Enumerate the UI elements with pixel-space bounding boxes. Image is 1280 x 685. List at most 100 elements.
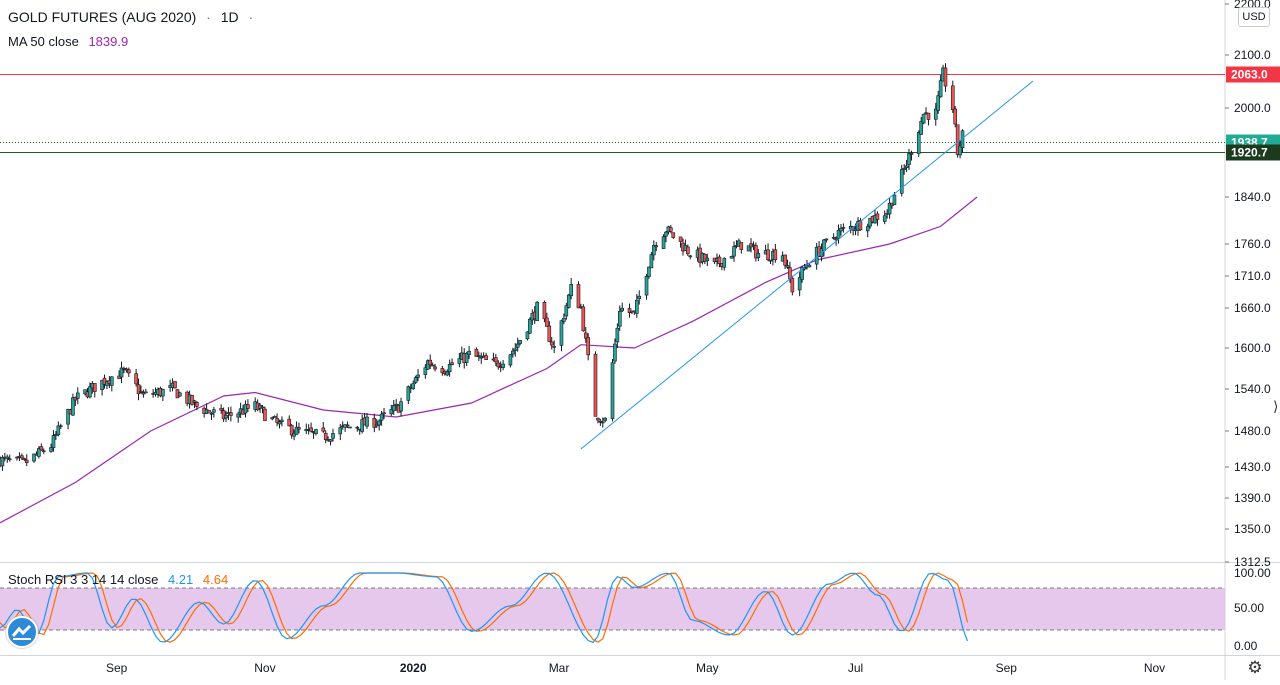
time-axis-label: Nov <box>1144 661 1165 675</box>
candle-body <box>705 257 710 261</box>
candle-body <box>141 392 146 395</box>
candle-body <box>899 169 904 194</box>
time-axis-label: Mar <box>549 661 570 675</box>
candle-body <box>822 239 826 252</box>
candle-body <box>669 227 673 232</box>
candle-body <box>328 439 333 442</box>
price-label-resistance: 2063.0 <box>1231 68 1268 82</box>
candle-body <box>5 456 10 459</box>
candle-body <box>545 317 549 327</box>
candle-body <box>136 384 141 395</box>
candle-body <box>236 413 240 418</box>
interval-label[interactable]: 1D <box>220 9 239 25</box>
candle-body <box>627 308 632 313</box>
candle-body <box>841 227 846 229</box>
candle-body <box>732 246 736 257</box>
candle-body <box>722 258 727 268</box>
candle-body <box>416 374 420 378</box>
candle-body <box>644 275 649 296</box>
candle-body <box>882 215 887 222</box>
price-tick-label: 1350.0 <box>1234 522 1271 536</box>
chart-title[interactable]: GOLD FUTURES (AUG 2020) · 1D · <box>8 9 253 25</box>
candle-body <box>831 237 836 239</box>
candle-body <box>678 236 683 242</box>
stoch-legend[interactable]: Stoch RSI 3 3 14 14 close 4.21 4.64 <box>8 572 228 587</box>
tradingview-logo-icon[interactable] <box>6 616 38 648</box>
candle-body <box>501 363 505 368</box>
candle-body <box>49 447 53 452</box>
currency-button[interactable]: USD <box>1238 7 1270 27</box>
candle-body <box>309 427 313 432</box>
candle-body <box>936 95 940 111</box>
gear-icon[interactable]: ⚙ <box>1247 658 1263 677</box>
stoch-d-line <box>0 572 968 643</box>
candle-body <box>958 145 962 156</box>
price-label-support-bg <box>1226 144 1280 161</box>
ma-label: MA 50 close <box>8 34 79 49</box>
candle-body <box>613 343 617 362</box>
candle-body <box>596 417 600 421</box>
candle-body <box>513 348 518 351</box>
candle-body <box>904 165 909 168</box>
candle-body <box>321 427 326 432</box>
candle-body <box>144 391 148 394</box>
candle-body <box>224 415 228 419</box>
candle-body <box>766 249 770 261</box>
candle-body <box>389 409 394 415</box>
candle-body <box>637 295 642 299</box>
candle-body <box>909 152 914 155</box>
candle-body <box>773 249 778 261</box>
candle-body <box>394 403 398 406</box>
candle-body <box>270 417 275 420</box>
candle-body <box>292 432 296 437</box>
candle-body <box>756 253 761 258</box>
candle-body <box>511 350 515 355</box>
candle-body <box>263 408 267 421</box>
candle-body <box>22 458 27 460</box>
candle-body <box>37 448 41 457</box>
candle-body <box>887 202 892 215</box>
candle-body <box>542 302 547 320</box>
candle-body <box>525 331 530 340</box>
candle-body <box>391 405 396 412</box>
candle-body <box>139 390 143 393</box>
stoch-tick-label: 0.00 <box>1234 639 1258 653</box>
scale-handle-icon[interactable]: ⟩ <box>1273 398 1279 414</box>
candle-body <box>610 362 615 419</box>
price-tick-label: 1430.0 <box>1234 460 1271 474</box>
candle-body <box>428 359 433 366</box>
candle-body <box>576 284 581 309</box>
candle-body <box>617 311 622 327</box>
candle-body <box>933 108 938 120</box>
candle-body <box>314 429 318 435</box>
price-tick-label: 2100.0 <box>1234 48 1271 62</box>
candle-body <box>615 327 620 343</box>
candle-body <box>41 450 46 453</box>
candle-body <box>289 425 294 436</box>
candle-body <box>508 354 513 366</box>
candle-body <box>664 231 668 237</box>
candle-body <box>365 416 369 427</box>
candle-body <box>892 194 897 206</box>
ma-legend[interactable]: MA 50 close 1839.9 <box>8 34 128 49</box>
price-tick-label: 1840.0 <box>1234 190 1271 204</box>
candle-body <box>620 307 625 312</box>
candle-body <box>754 245 758 259</box>
candle-body <box>477 355 481 357</box>
candle-body <box>190 394 194 405</box>
time-axis-label: 2020 <box>400 661 427 675</box>
candle-body <box>212 409 216 413</box>
candle-body <box>739 242 744 250</box>
candle-body <box>858 220 863 231</box>
candle-body <box>287 418 292 427</box>
time-axis-label: May <box>696 661 719 675</box>
candle-body <box>413 377 418 383</box>
candle-body <box>92 383 97 392</box>
candle-body <box>127 369 131 374</box>
candle-body <box>207 410 211 413</box>
candle-body <box>464 352 469 363</box>
candle-body <box>71 397 75 416</box>
